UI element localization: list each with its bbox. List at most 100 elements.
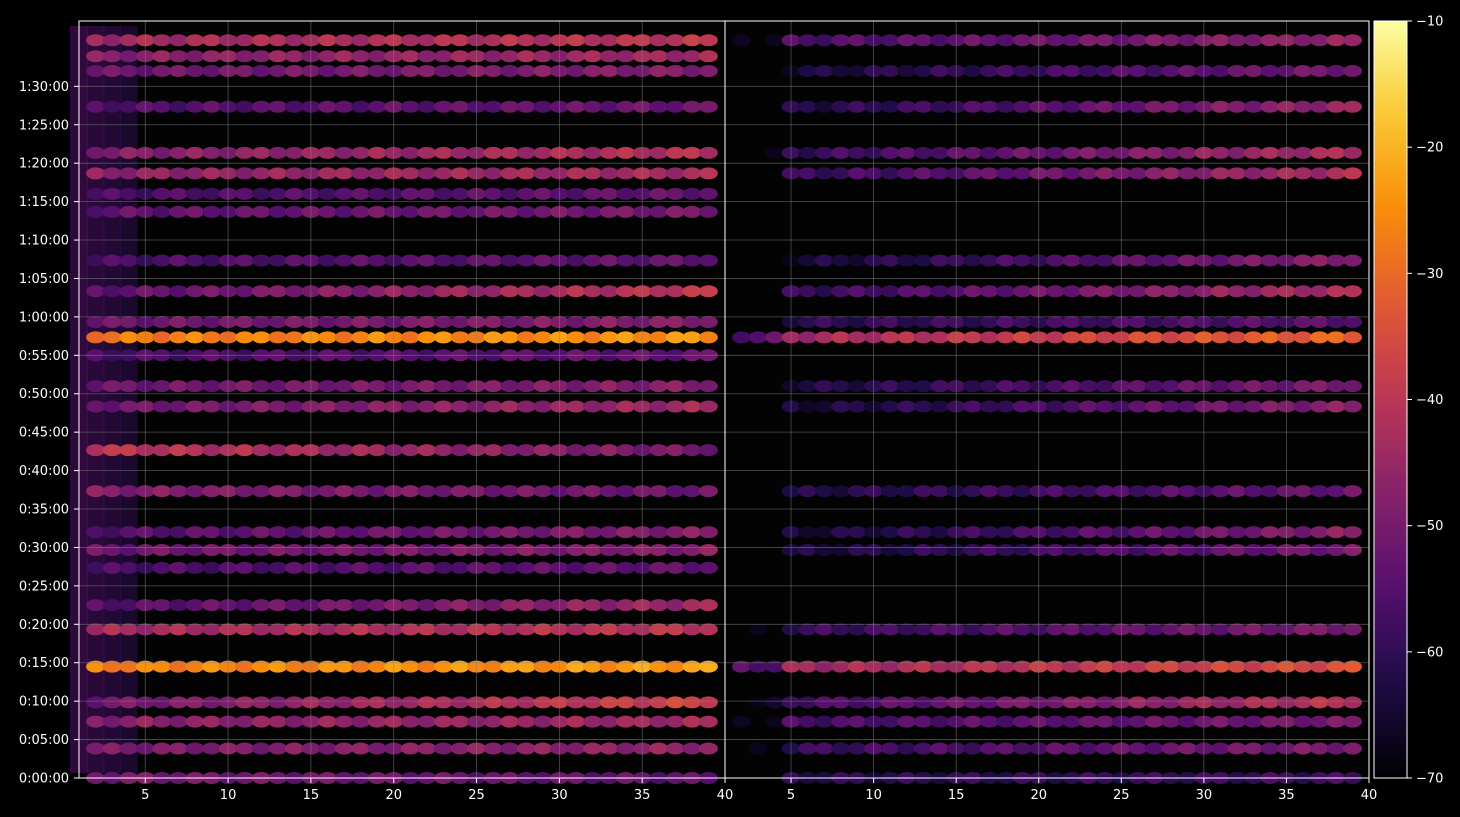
heat-cell bbox=[847, 544, 867, 556]
heat-cell bbox=[86, 742, 106, 755]
heat-cell bbox=[1227, 485, 1247, 498]
heat-cell bbox=[649, 65, 669, 77]
heat-cell bbox=[450, 205, 470, 218]
heat-cell bbox=[1045, 34, 1065, 47]
heat-cell bbox=[1144, 167, 1164, 180]
heat-cell bbox=[698, 100, 718, 113]
heat-cell bbox=[583, 544, 602, 556]
heat-cell bbox=[1293, 65, 1313, 77]
heat-cell bbox=[533, 561, 553, 574]
heat-cell bbox=[533, 100, 553, 113]
heat-cell bbox=[1243, 742, 1263, 755]
heat-cell bbox=[318, 599, 337, 612]
heat-cell bbox=[1062, 696, 1082, 709]
heat-cell bbox=[599, 696, 619, 709]
heat-cell bbox=[152, 167, 172, 180]
heat-cell bbox=[318, 316, 337, 328]
heat-cell bbox=[351, 167, 371, 180]
heat-cell bbox=[1310, 715, 1329, 728]
heat-cell bbox=[168, 599, 188, 612]
heat-cell bbox=[1293, 380, 1313, 393]
heat-cell bbox=[152, 331, 172, 344]
heat-cell bbox=[649, 331, 669, 344]
heat-cell bbox=[1012, 696, 1032, 709]
heat-cell bbox=[566, 660, 586, 673]
heat-cell bbox=[847, 742, 867, 755]
heat-cell bbox=[1144, 544, 1164, 556]
heat-cell bbox=[450, 544, 470, 556]
heat-cell bbox=[400, 561, 420, 574]
heat-cell bbox=[1062, 146, 1082, 159]
heat-cell bbox=[698, 599, 718, 612]
heat-cell bbox=[483, 316, 503, 328]
heat-cell bbox=[351, 285, 371, 298]
heat-cell bbox=[665, 444, 685, 457]
heat-cell bbox=[533, 285, 553, 298]
heat-cell bbox=[996, 331, 1016, 344]
heat-cell bbox=[616, 285, 636, 298]
heat-cell bbox=[847, 715, 867, 728]
heat-cell bbox=[1326, 526, 1346, 539]
heat-cell bbox=[913, 285, 933, 298]
heat-cell bbox=[268, 50, 288, 63]
heat-cell bbox=[152, 742, 172, 755]
heat-cell bbox=[583, 561, 602, 574]
heat-cell bbox=[500, 146, 520, 159]
heat-cell bbox=[930, 65, 950, 77]
heat-cell bbox=[318, 50, 337, 63]
heat-cell bbox=[168, 742, 188, 755]
heat-cell bbox=[334, 400, 354, 413]
heat-cell bbox=[450, 285, 470, 298]
heat-cell bbox=[202, 544, 221, 556]
heat-cell bbox=[665, 205, 685, 218]
heat-cell bbox=[798, 316, 818, 328]
heat-cell bbox=[599, 50, 619, 63]
heat-cell bbox=[1045, 526, 1065, 539]
heat-cell bbox=[400, 146, 420, 159]
heat-cell bbox=[979, 400, 999, 413]
heat-cell bbox=[649, 715, 669, 728]
heat-cell bbox=[963, 65, 983, 77]
heat-cell bbox=[599, 316, 619, 328]
heat-cell bbox=[897, 34, 917, 47]
heat-cell bbox=[251, 331, 271, 344]
heat-cell bbox=[351, 100, 371, 113]
heat-cell bbox=[897, 331, 917, 344]
y-tick-label: 0:15:00 bbox=[19, 656, 69, 671]
heat-cell bbox=[351, 380, 371, 393]
heat-cell bbox=[930, 316, 950, 328]
heat-cell bbox=[1144, 696, 1164, 709]
heat-cell bbox=[682, 167, 702, 180]
heat-cell bbox=[649, 187, 669, 200]
heat-cell bbox=[202, 65, 221, 77]
heat-cell bbox=[483, 544, 503, 556]
heat-cell bbox=[616, 316, 636, 328]
heat-cell bbox=[1144, 623, 1164, 636]
heat-cell bbox=[583, 715, 602, 728]
heat-cell bbox=[450, 485, 470, 498]
heat-cell bbox=[86, 100, 106, 113]
heat-cell bbox=[102, 660, 122, 673]
heat-cell bbox=[698, 146, 718, 159]
heat-cell bbox=[417, 331, 437, 344]
heat-cell bbox=[814, 167, 834, 180]
heat-cell bbox=[268, 715, 288, 728]
heat-cell bbox=[1161, 696, 1181, 709]
heat-cell bbox=[649, 444, 669, 457]
heat-cell bbox=[152, 187, 172, 200]
heat-cell bbox=[765, 331, 784, 344]
heat-cell bbox=[516, 400, 536, 413]
heat-cell bbox=[979, 696, 999, 709]
heat-cell bbox=[1128, 316, 1148, 328]
heat-cell bbox=[665, 50, 685, 63]
heat-cell bbox=[533, 444, 553, 457]
heat-cell bbox=[831, 316, 851, 328]
heat-cell bbox=[185, 623, 205, 636]
heat-cell bbox=[798, 400, 818, 413]
heat-cell bbox=[1128, 167, 1148, 180]
heat-cell bbox=[351, 715, 371, 728]
heat-cell bbox=[185, 316, 205, 328]
y-tick-label: 0:05:00 bbox=[19, 733, 69, 748]
heat-cell bbox=[318, 444, 337, 457]
heat-cell bbox=[649, 485, 669, 498]
